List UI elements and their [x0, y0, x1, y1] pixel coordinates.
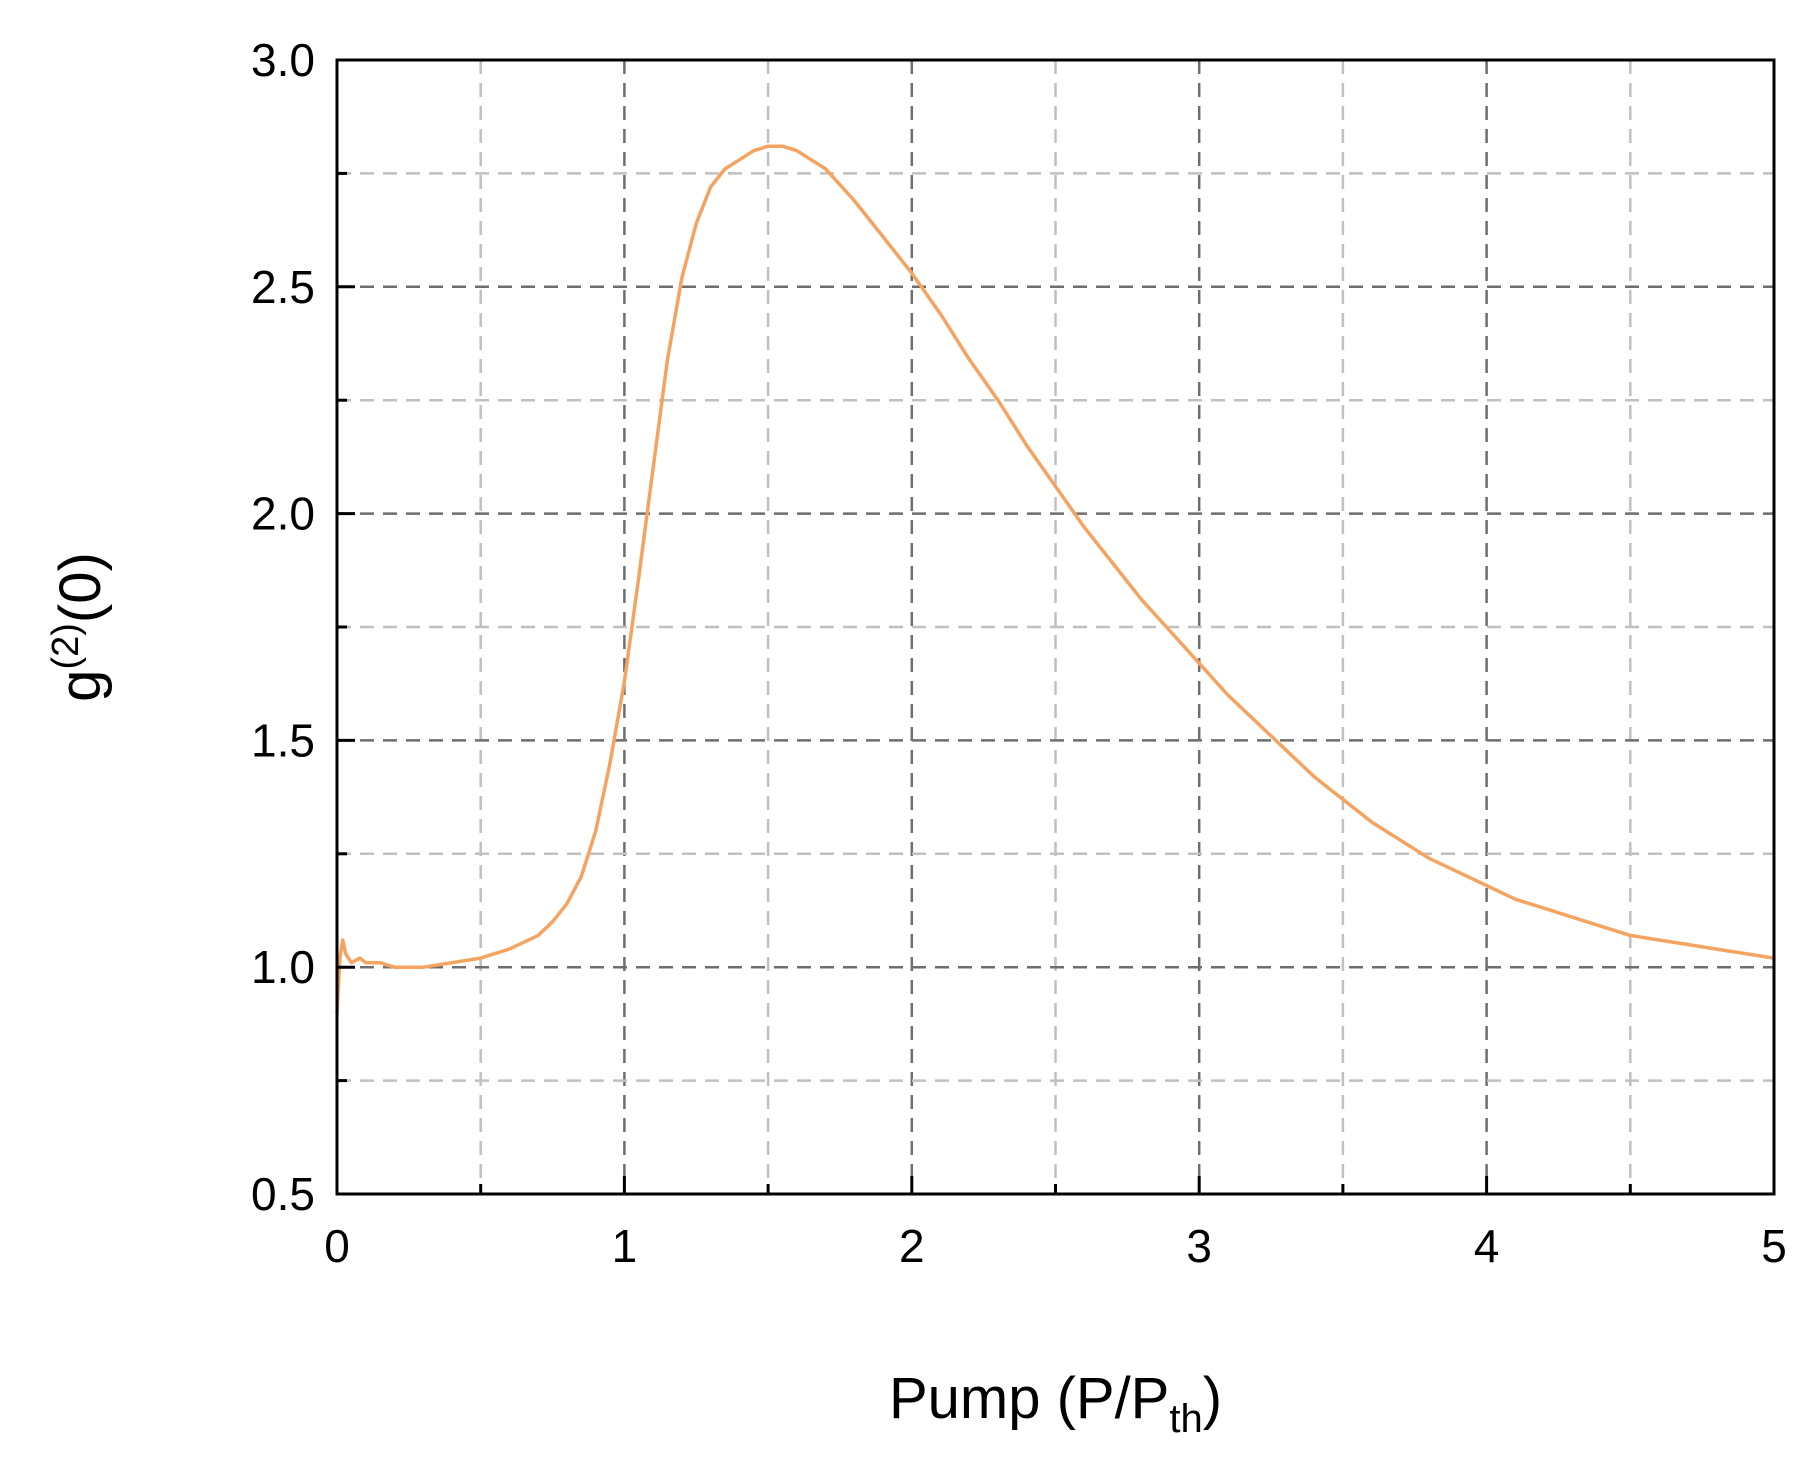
grid — [337, 60, 1774, 1194]
y-tick-label: 3.0 — [251, 34, 315, 86]
tick-labels: 0 1 2 3 4 5 0.5 1.0 1.5 2.0 2.5 3.0 — [251, 34, 1787, 1272]
y-tick-label: 0.5 — [251, 1168, 315, 1220]
x-tick-label: 5 — [1761, 1220, 1787, 1272]
y-tick-label: 1.0 — [251, 941, 315, 993]
x-axis-title-tail: ) — [1203, 1366, 1222, 1431]
ticks — [337, 171, 1632, 1194]
y-tick-label: 2.5 — [251, 261, 315, 313]
x-tick-label: 2 — [899, 1220, 925, 1272]
x-tick-label: 4 — [1474, 1220, 1500, 1272]
y-axis-title-sup: (2) — [45, 623, 87, 669]
y-tick-label: 1.5 — [251, 714, 315, 766]
y-axis-title-base: g — [48, 670, 113, 702]
x-axis-title: Pump (P/Pth) — [889, 1366, 1222, 1441]
x-tick-label: 0 — [324, 1220, 350, 1272]
series-line-0 — [335, 144, 1776, 1015]
x-tick-label: 1 — [612, 1220, 638, 1272]
x-tick-label: 3 — [1186, 1220, 1212, 1272]
y-axis-title-tail: (0) — [48, 552, 113, 623]
y-tick-label: 2.0 — [251, 488, 315, 540]
series-layer — [335, 144, 1776, 1015]
x-axis-title-base: Pump (P/P — [889, 1366, 1169, 1431]
y-axis-title: g(2)(0) — [45, 552, 113, 702]
x-axis-title-sub: th — [1169, 1397, 1202, 1441]
